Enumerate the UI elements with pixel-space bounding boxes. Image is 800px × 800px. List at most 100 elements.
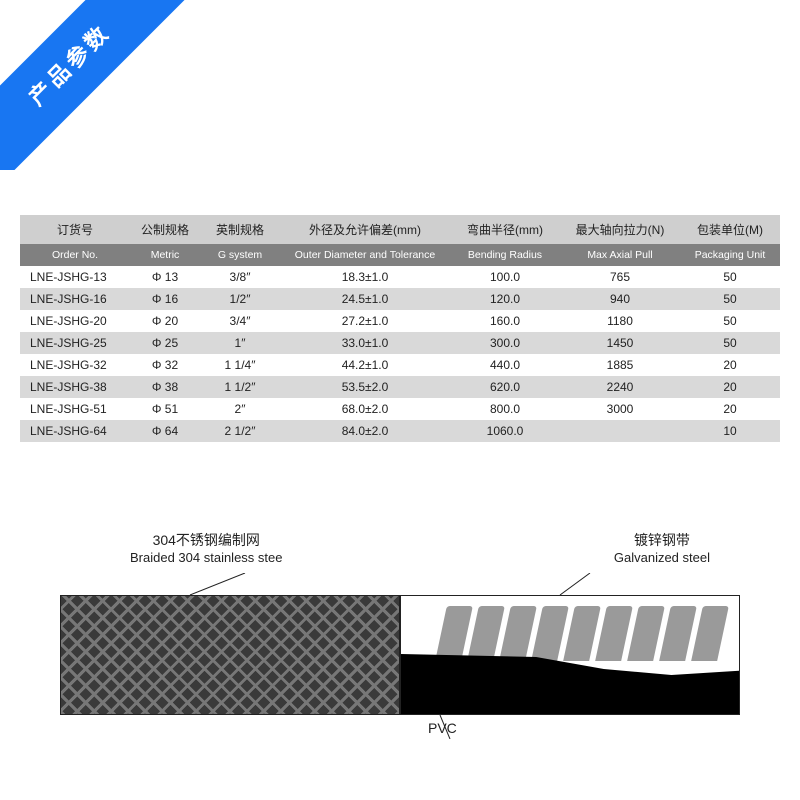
table-cell: 765	[560, 266, 680, 288]
galv-strip	[435, 606, 473, 661]
galv-strip	[499, 606, 537, 661]
label-braided-cn: 304不锈钢编制网	[130, 530, 282, 550]
table-header-en: Order No.MetricG systemOuter Diameter an…	[20, 244, 780, 266]
table-cell: Φ 64	[130, 420, 200, 442]
label-braided-en: Braided 304 stainless stee	[130, 550, 282, 565]
table-cell: Φ 13	[130, 266, 200, 288]
table-header-cell: 包装单位(M)	[680, 215, 780, 244]
table-cell: 300.0	[450, 332, 560, 354]
table-cell: 1885	[560, 354, 680, 376]
table-header-cell: Bending Radius	[450, 244, 560, 266]
product-spec-table: 订货号公制规格英制规格外径及允许偏差(mm)弯曲半径(mm)最大轴向拉力(N)包…	[20, 215, 780, 442]
table-cell: 33.0±1.0	[280, 332, 450, 354]
galv-strip	[563, 606, 601, 661]
table-header-cell: 英制规格	[200, 215, 280, 244]
table-row: LNE-JSHG-25Φ 251″33.0±1.0300.0145050	[20, 332, 780, 354]
table-cell: 27.2±1.0	[280, 310, 450, 332]
pvc-region	[401, 654, 739, 714]
table-cell: LNE-JSHG-32	[20, 354, 130, 376]
table-header-cn: 订货号公制规格英制规格外径及允许偏差(mm)弯曲半径(mm)最大轴向拉力(N)包…	[20, 215, 780, 244]
galv-strip	[531, 606, 569, 661]
table-cell: LNE-JSHG-25	[20, 332, 130, 354]
cross-section	[60, 595, 740, 715]
table-cell: 3/4″	[200, 310, 280, 332]
table-cell: 1″	[200, 332, 280, 354]
table-cell: Φ 38	[130, 376, 200, 398]
table-cell: 1180	[560, 310, 680, 332]
braided-region	[60, 595, 400, 715]
table-cell: 2 1/2″	[200, 420, 280, 442]
table-header-cell: G system	[200, 244, 280, 266]
corner-ribbon: 产品参数	[0, 0, 200, 170]
cross-section-diagram: 304不锈钢编制网 Braided 304 stainless stee 镀锌钢…	[60, 530, 740, 739]
table-cell: 120.0	[450, 288, 560, 310]
label-pvc: PVC	[428, 720, 457, 736]
table-header-cell: Order No.	[20, 244, 130, 266]
galv-strip	[659, 606, 697, 661]
table-cell: 84.0±2.0	[280, 420, 450, 442]
leader-lines-top	[60, 573, 740, 595]
table-cell: LNE-JSHG-64	[20, 420, 130, 442]
table-cell: 1450	[560, 332, 680, 354]
table-cell: 18.3±1.0	[280, 266, 450, 288]
table-cell: 620.0	[450, 376, 560, 398]
table-row: LNE-JSHG-38Φ 381 1/2″53.5±2.0620.0224020	[20, 376, 780, 398]
table-cell: 20	[680, 354, 780, 376]
table-header-cell: 订货号	[20, 215, 130, 244]
table-header-cell: 弯曲半径(mm)	[450, 215, 560, 244]
table-cell: Φ 51	[130, 398, 200, 420]
table-header-cell: Packaging Unit	[680, 244, 780, 266]
label-braided: 304不锈钢编制网 Braided 304 stainless stee	[130, 530, 282, 565]
table-cell: 2″	[200, 398, 280, 420]
galv-strip	[691, 606, 729, 661]
galv-strip	[595, 606, 633, 661]
table-header-cell: Max Axial Pull	[560, 244, 680, 266]
table-cell: LNE-JSHG-13	[20, 266, 130, 288]
table-cell: 440.0	[450, 354, 560, 376]
table-header-cell: 公制规格	[130, 215, 200, 244]
table-header-cell: 最大轴向拉力(N)	[560, 215, 680, 244]
table-cell: 53.5±2.0	[280, 376, 450, 398]
table-row: LNE-JSHG-32Φ 321 1/4″44.2±1.0440.0188520	[20, 354, 780, 376]
table-cell	[560, 420, 680, 442]
galv-strip	[467, 606, 505, 661]
table-cell: 1/2″	[200, 288, 280, 310]
table-cell: 1060.0	[450, 420, 560, 442]
table-cell: Φ 20	[130, 310, 200, 332]
spec-table: 订货号公制规格英制规格外径及允许偏差(mm)弯曲半径(mm)最大轴向拉力(N)包…	[20, 215, 780, 442]
table-cell: 100.0	[450, 266, 560, 288]
galvanized-strips	[441, 606, 739, 661]
table-row: LNE-JSHG-16Φ 161/2″24.5±1.0120.094050	[20, 288, 780, 310]
table-cell: 10	[680, 420, 780, 442]
table-cell: Φ 32	[130, 354, 200, 376]
table-cell: LNE-JSHG-16	[20, 288, 130, 310]
right-region	[400, 595, 740, 715]
table-cell: Φ 16	[130, 288, 200, 310]
ribbon-label: 产品参数	[0, 0, 194, 170]
table-header-cell: Outer Diameter and Tolerance	[280, 244, 450, 266]
table-cell: 2240	[560, 376, 680, 398]
table-cell: 50	[680, 288, 780, 310]
table-row: LNE-JSHG-64Φ 642 1/2″84.0±2.01060.0 10	[20, 420, 780, 442]
table-cell: 24.5±1.0	[280, 288, 450, 310]
diagram-top-labels: 304不锈钢编制网 Braided 304 stainless stee 镀锌钢…	[60, 530, 740, 565]
table-cell: 940	[560, 288, 680, 310]
table-cell: 50	[680, 332, 780, 354]
table-cell: 3000	[560, 398, 680, 420]
galv-strip	[627, 606, 665, 661]
table-row: LNE-JSHG-13Φ 133/8″18.3±1.0100.076550	[20, 266, 780, 288]
table-cell: 68.0±2.0	[280, 398, 450, 420]
label-galvanized: 镀锌钢带 Galvanized steel	[614, 530, 710, 565]
table-cell: 50	[680, 310, 780, 332]
table-cell: 800.0	[450, 398, 560, 420]
table-cell: Φ 25	[130, 332, 200, 354]
table-header-cell: 外径及允许偏差(mm)	[280, 215, 450, 244]
table-cell: 44.2±1.0	[280, 354, 450, 376]
table-cell: LNE-JSHG-38	[20, 376, 130, 398]
table-cell: LNE-JSHG-20	[20, 310, 130, 332]
table-header-cell: Metric	[130, 244, 200, 266]
leader-line-pvc	[60, 715, 740, 739]
table-cell: 20	[680, 398, 780, 420]
label-galv-en: Galvanized steel	[614, 550, 710, 565]
table-cell: LNE-JSHG-51	[20, 398, 130, 420]
